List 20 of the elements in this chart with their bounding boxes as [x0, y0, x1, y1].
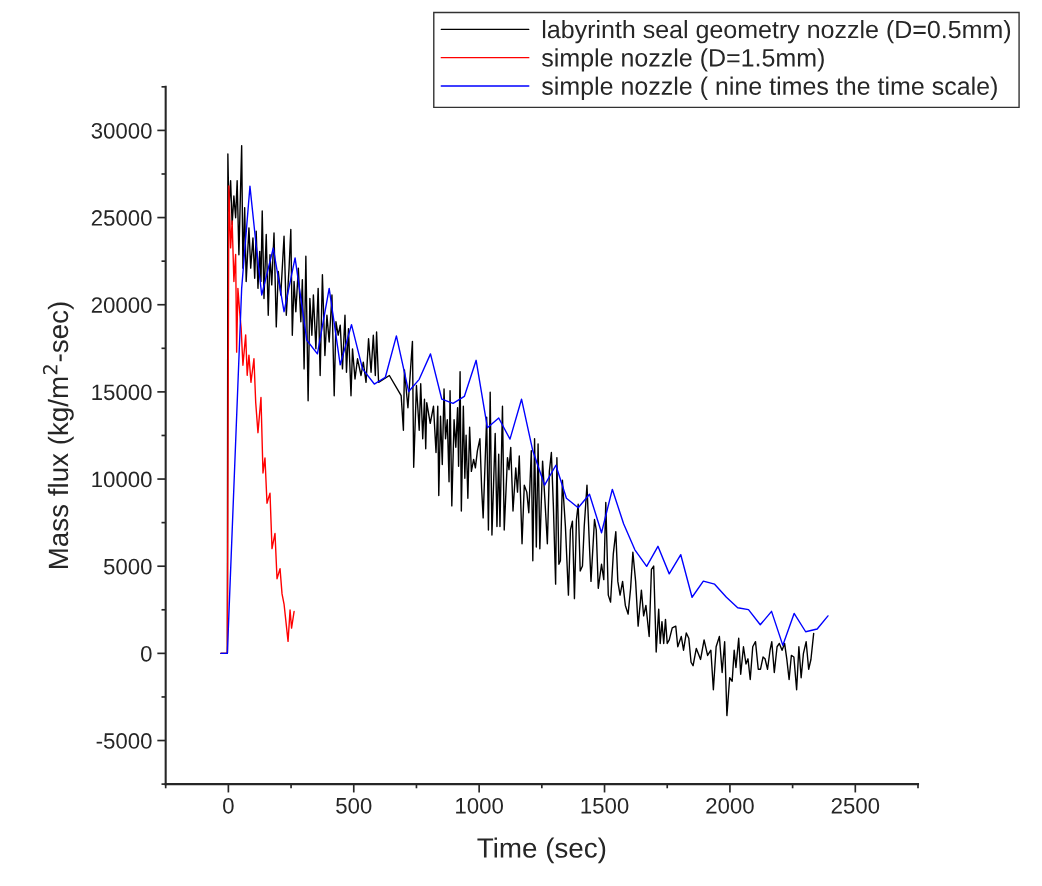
- x-tick-label: 500: [336, 797, 372, 814]
- line-series: [220, 185, 829, 655]
- y-tick-label: 15000: [92, 384, 152, 401]
- legend-label: labyrinth seal geometry nozzle (D=0.5mm): [542, 20, 1011, 44]
- x-tick-label: 2000: [706, 797, 754, 814]
- x-tick-label: 2500: [831, 797, 880, 814]
- y-tick-label: 25000: [91, 210, 152, 226]
- y-tick-label: 0: [140, 645, 152, 662]
- x-tick-label: 1500: [581, 797, 629, 814]
- y-tick-label: -5000: [96, 733, 152, 749]
- y-tick-label: 30000: [91, 122, 152, 139]
- x-tick-label: 1000: [456, 797, 503, 814]
- y-tick-label: 10000: [92, 471, 152, 488]
- x-tick-label: 0: [223, 797, 234, 814]
- y-tick-label: 20000: [91, 297, 152, 313]
- y-tick-label: 5000: [103, 558, 152, 575]
- y-axis-title: Mass flux (kg/m$^{2}$-sec): [42, 302, 74, 569]
- x-axis-title: Time (sec): [477, 837, 606, 864]
- legend-label: simple nozzle ( nine times the time scale): [541, 76, 997, 100]
- legend-label: simple nozzle (D=1.5mm): [541, 48, 824, 72]
